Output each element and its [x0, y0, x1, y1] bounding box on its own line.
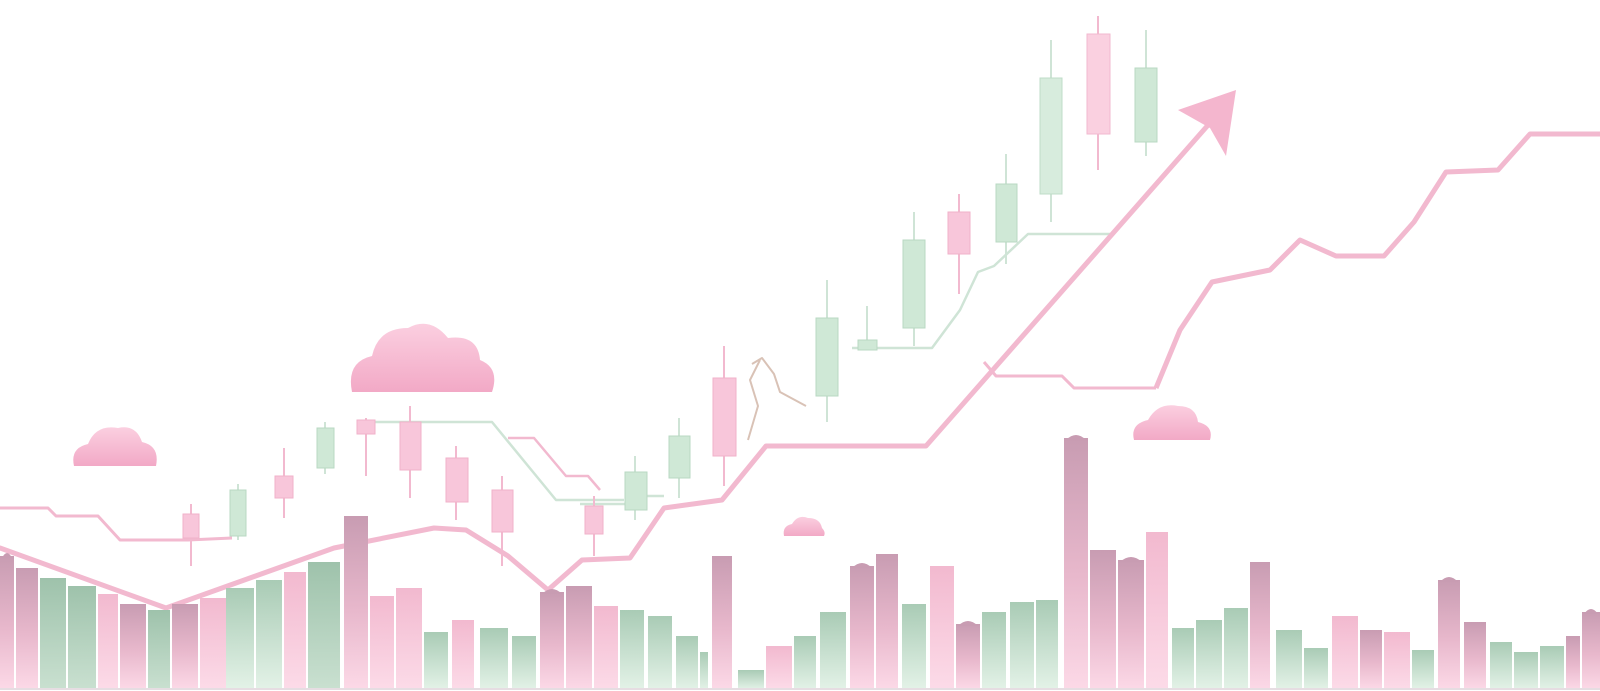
skyline-building	[512, 636, 536, 689]
skyline-building	[40, 578, 66, 689]
candlestick	[356, 418, 376, 476]
skyline-building	[1582, 612, 1600, 689]
candlestick	[584, 496, 604, 556]
skyline-building	[1010, 602, 1034, 689]
candlestick	[399, 406, 422, 498]
skyline-building	[1064, 438, 1088, 689]
cloud-icon	[73, 427, 157, 466]
skyline-building	[1118, 560, 1144, 689]
skyline-building	[1304, 648, 1328, 689]
skyline-building	[1036, 600, 1058, 689]
skyline-building	[1514, 652, 1538, 689]
skyline-building	[370, 596, 394, 689]
skyline-building	[1384, 632, 1410, 689]
skyline-building	[1464, 622, 1486, 689]
skyline-building	[452, 620, 474, 689]
candlestick	[668, 418, 691, 498]
skyline-roof	[1440, 577, 1458, 582]
candlestick	[445, 446, 469, 520]
skyline-building	[1196, 620, 1222, 689]
skyline-building	[700, 652, 708, 689]
skyline-building	[16, 568, 38, 689]
candlestick	[1086, 16, 1111, 170]
skyline-building	[820, 612, 846, 689]
skyline-building	[1566, 636, 1580, 689]
skyline-building	[1332, 616, 1358, 689]
skyline-building	[1412, 650, 1434, 689]
skyline-building	[930, 566, 954, 689]
skyline-building	[480, 628, 508, 689]
candlestick	[274, 448, 294, 518]
skyline-building	[956, 624, 980, 689]
skyline-roof	[958, 621, 978, 626]
skyline-building	[648, 616, 672, 689]
skyline-building	[876, 554, 898, 689]
candlestick	[316, 422, 335, 474]
trend-line	[0, 131, 1600, 542]
skyline-building	[284, 572, 306, 689]
cloud-icon	[1133, 405, 1211, 440]
skyline-building	[982, 612, 1006, 689]
skyline-building	[850, 566, 874, 689]
skyline-building	[1090, 550, 1116, 689]
skyline-building	[256, 580, 282, 689]
skyline-building	[226, 588, 254, 689]
skyline-building	[308, 562, 340, 689]
skyline-building	[148, 610, 170, 689]
candlestick	[857, 306, 878, 351]
candlestick	[947, 194, 971, 294]
candlestick	[182, 504, 200, 566]
skyline-icon	[0, 435, 1600, 689]
cloud-icon	[783, 516, 825, 536]
skyline-building	[98, 594, 118, 689]
skyline-building	[712, 556, 732, 689]
skyline-building	[1490, 642, 1512, 689]
skyline-building	[676, 636, 698, 689]
skyline-building	[902, 604, 926, 689]
candlestick	[624, 456, 648, 520]
skyline-building	[594, 606, 618, 689]
skyline-building	[1438, 580, 1460, 689]
candlestick	[712, 346, 737, 486]
skyline-building	[1250, 562, 1270, 689]
skyline-roof	[1066, 435, 1086, 440]
candlestick-chart	[182, 16, 1158, 566]
skyline-roof	[1120, 557, 1142, 562]
skyline-building	[396, 588, 422, 689]
skyline-roof	[542, 589, 562, 594]
skyline-building	[120, 604, 146, 689]
candlestick	[1134, 30, 1158, 156]
skyline-building	[200, 598, 226, 689]
skyline-building	[172, 604, 198, 689]
skyline-building	[1172, 628, 1194, 689]
candlestick	[902, 212, 926, 346]
candlestick	[1039, 40, 1063, 222]
skyline-building	[766, 646, 792, 689]
skyline-building	[1224, 608, 1248, 689]
skyline-building	[1276, 630, 1302, 689]
skyline-building	[1360, 630, 1382, 689]
skyline-building	[0, 556, 14, 689]
skyline-building	[566, 586, 592, 689]
candlestick	[995, 154, 1018, 264]
cloud-icon	[350, 323, 495, 392]
skyline-building	[68, 586, 96, 689]
skyline-roof	[1584, 609, 1598, 614]
skyline-building	[620, 610, 644, 689]
skyline-building	[1540, 646, 1564, 689]
skyline-roof	[852, 563, 872, 568]
skyline-building	[540, 592, 564, 689]
candlestick	[815, 280, 839, 422]
candlestick	[229, 484, 247, 540]
skyline-building	[794, 636, 816, 689]
skyline-roof	[2, 553, 12, 558]
skyline-building	[424, 632, 448, 689]
skyline-building	[1146, 532, 1168, 689]
skyline-building	[344, 516, 368, 689]
skyline-building	[738, 670, 764, 689]
